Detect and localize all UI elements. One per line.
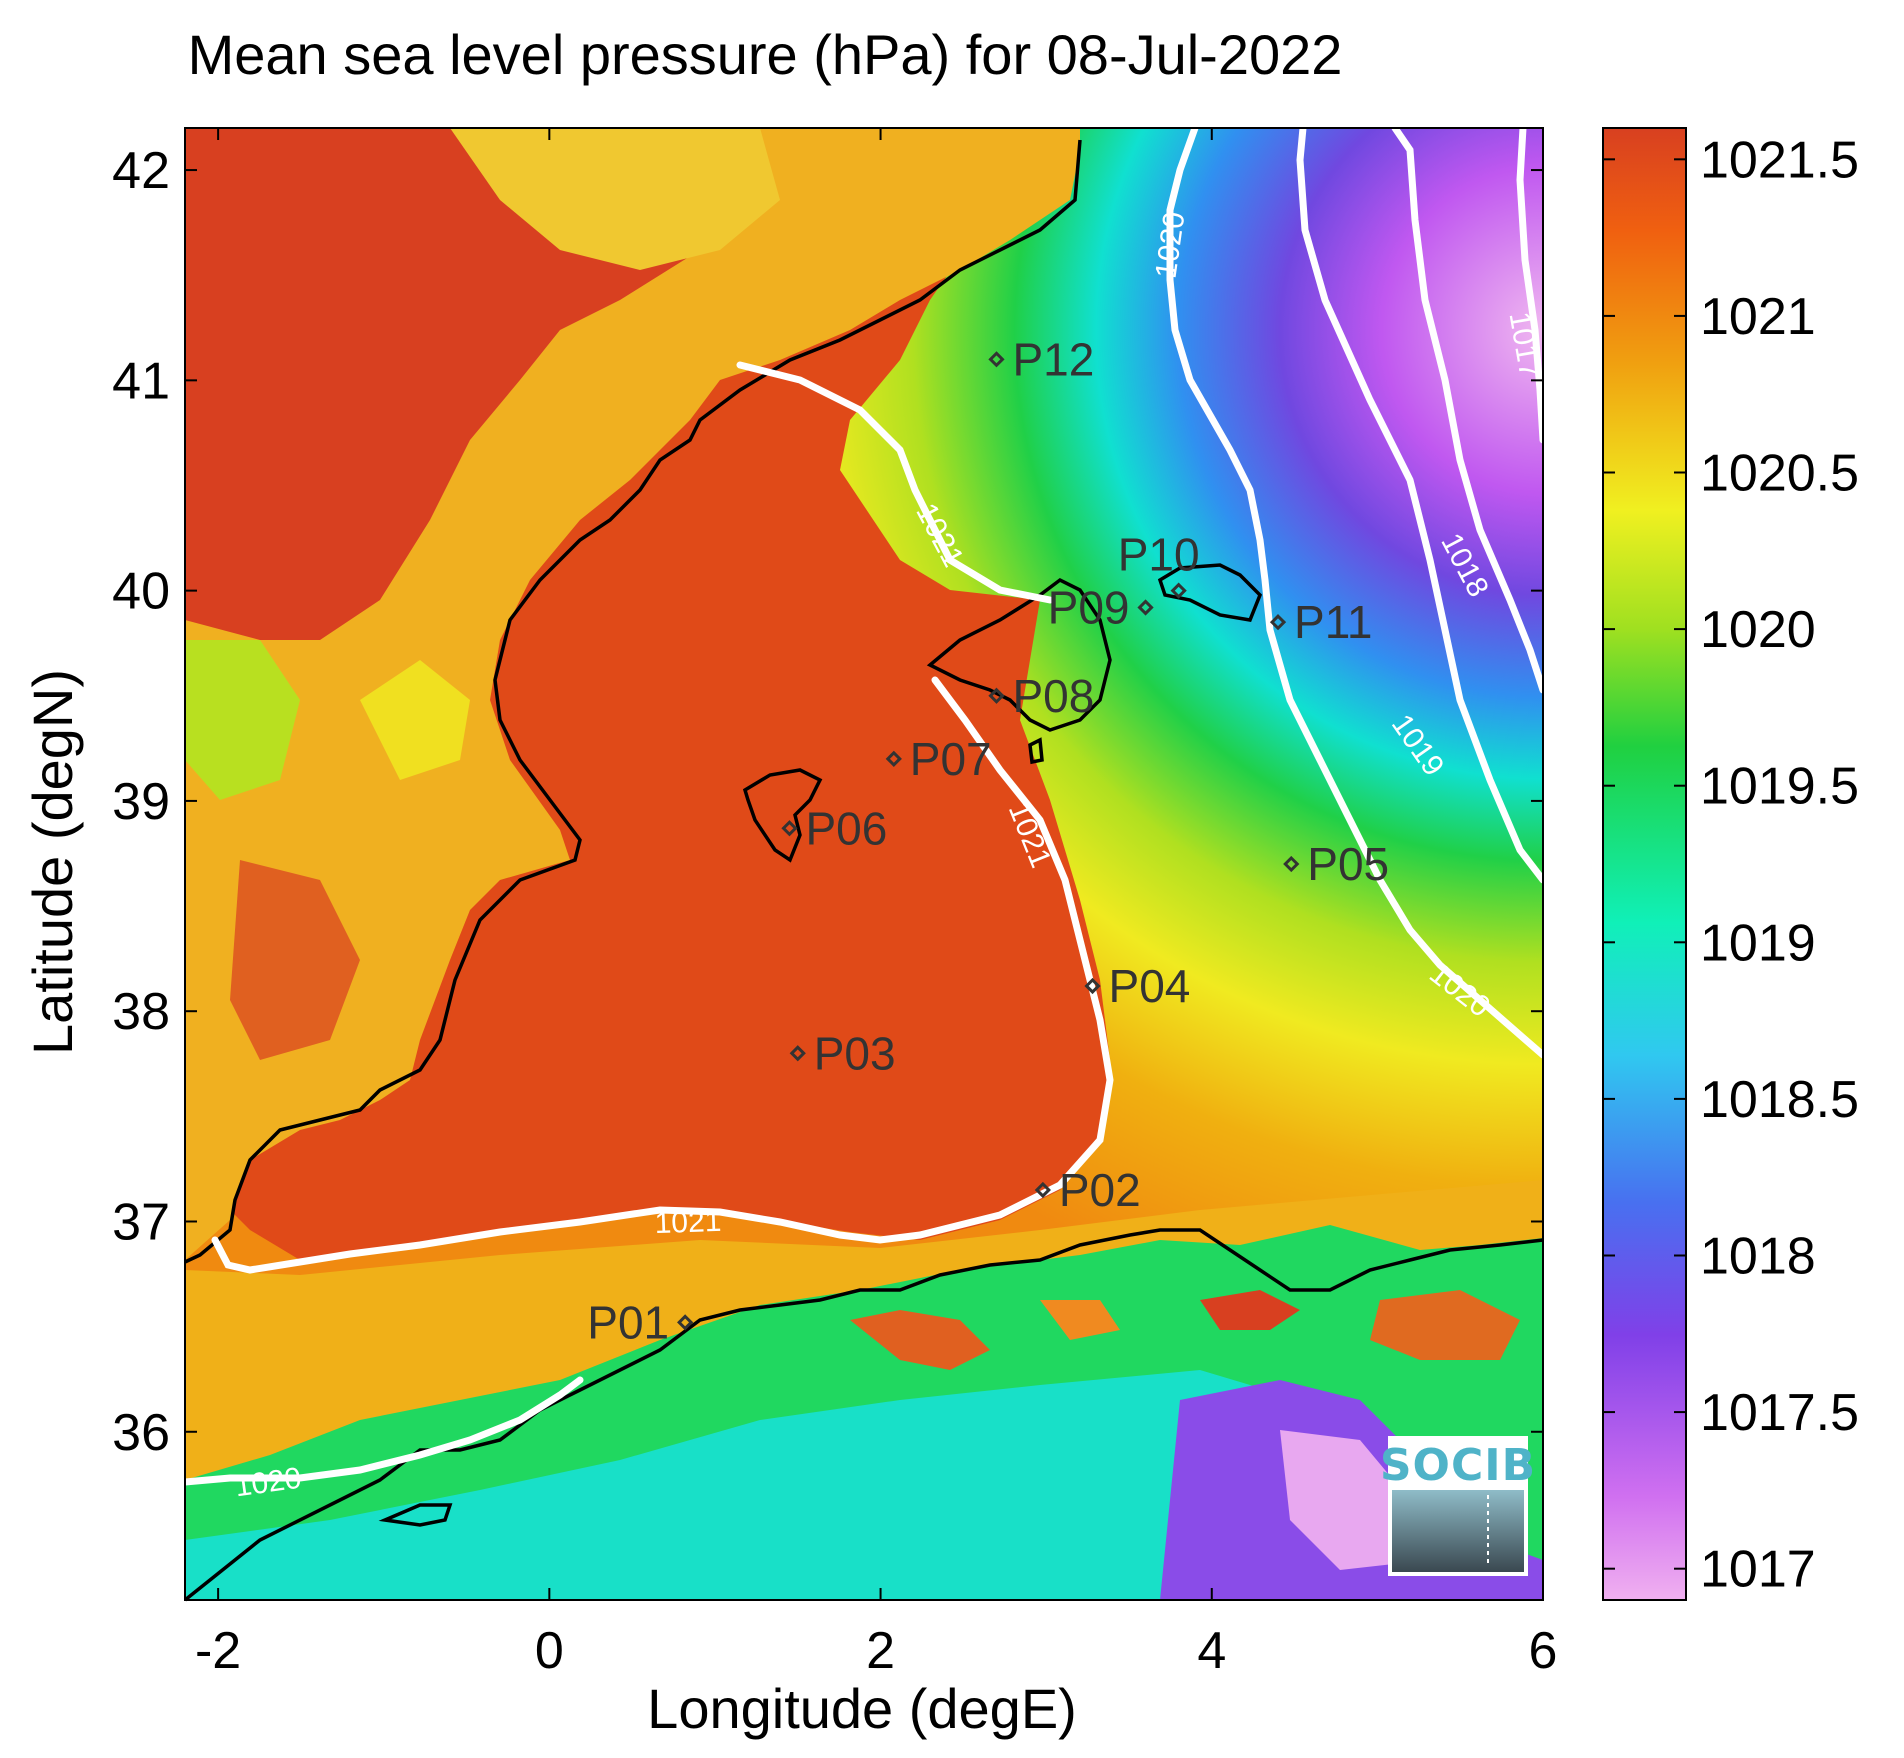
x-axis-ticks: -2 0 2 4 6 [195,128,1557,1680]
station-marker [1084,977,1101,995]
station-label: P09 [1048,581,1130,633]
y-tick-label: 42 [112,142,170,200]
colorbar-tick-label: 1020.5 [1700,445,1859,503]
x-axis-label: Longitude (degE) [647,1677,1077,1740]
station-label: P02 [1059,1164,1141,1216]
station-marker [885,750,902,767]
station-marker [677,1314,694,1331]
station-label: P10 [1118,529,1200,581]
logo-text: SOCIB [1380,1440,1536,1491]
station-marker [1170,582,1187,599]
station-marker [988,687,1005,704]
y-tick-label: 39 [112,773,170,831]
x-tick-label: 4 [1197,1622,1226,1680]
y-tick-label: 41 [112,352,170,410]
station-marker [1283,855,1300,873]
x-tick-label: -2 [195,1622,241,1680]
station-label: P04 [1109,960,1191,1012]
y-tick-label: 38 [112,983,170,1041]
colorbar-tick-label: 1017 [1700,1541,1816,1599]
colorbar-tick-label: 1018 [1700,1227,1816,1285]
station-marker [781,820,798,837]
colorbar-ticks: 1017 1017.5 1018 1018.5 1019 1019.5 1020 1020.5… [1603,131,1859,1599]
station-marker [988,351,1005,368]
pressure-field [185,128,1543,1600]
contour-label: 1021 [654,1205,722,1240]
colorbar-tick-label: 1017.5 [1700,1384,1859,1442]
x-tick-label: 2 [866,1622,895,1680]
station-label: P08 [1012,670,1094,722]
station-marker [1269,614,1287,631]
y-axis-label: Latitude (degN) [21,669,84,1055]
y-tick-label: 40 [112,563,170,621]
station-label: P11 [1294,596,1372,648]
contour-label-text: 1021 [654,1205,722,1240]
map-title: Mean sea level pressure (hPa) for 08-Jul… [187,23,1343,86]
colorbar-tick-label: 1019 [1700,914,1816,972]
socib-logo: SOCIB [1380,1436,1536,1576]
colorbar-tick-label: 1021 [1700,288,1816,346]
station-label: P12 [1012,333,1094,385]
station-label: P01 [587,1296,669,1348]
plot-frame [184,127,1544,1601]
pressure-contours [181,124,1547,1486]
station-label: P07 [910,733,992,785]
y-axis-ticks: 36 37 38 39 40 41 42 [112,142,1543,1462]
y-tick-label: 36 [112,1404,170,1462]
colorbar [1602,127,1687,1601]
station-marker [789,1045,806,1062]
colorbar-tick-label: 1019.5 [1700,758,1859,816]
station-label: P03 [814,1027,896,1079]
colorbar-tick-label: 1021.5 [1700,131,1859,189]
station-marker [1137,599,1154,616]
colorbar-tick-label: 1020 [1700,601,1816,659]
station-label: P05 [1307,838,1389,890]
y-tick-label: 37 [112,1193,170,1251]
x-tick-label: 0 [535,1622,564,1680]
station-marker [1034,1181,1051,1199]
station-label: P06 [805,802,887,854]
colorbar-tick-label: 1018.5 [1700,1071,1859,1129]
x-tick-label: 6 [1529,1622,1558,1680]
